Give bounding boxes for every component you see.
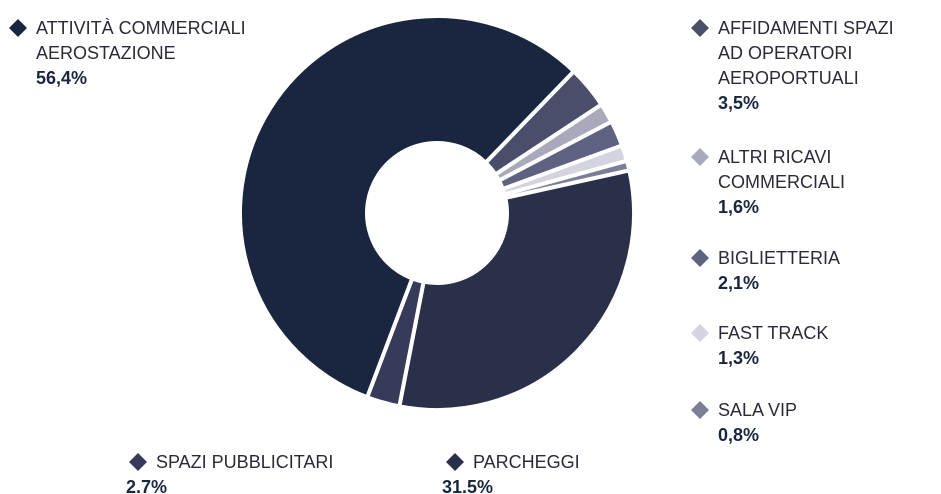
legend-marker	[691, 249, 709, 267]
value-label: 56,4%	[36, 68, 88, 88]
slice	[396, 168, 636, 412]
legend-label: ATTIVITÀ COMMERCIALI AEROSTAZIONE	[36, 18, 246, 63]
legend-marker	[9, 19, 27, 37]
value-label: 2,1%	[718, 273, 760, 293]
legend-label: FAST TRACK	[718, 323, 829, 343]
value-label: 3,5%	[718, 93, 760, 113]
legend-marker	[446, 453, 464, 471]
legend-marker	[129, 453, 147, 471]
value-label: 0,8%	[718, 425, 760, 445]
value-label: 1,6%	[718, 197, 760, 217]
legend-label: BIGLIETTERIA	[718, 248, 841, 268]
slice	[238, 14, 577, 400]
legend-label: PARCHEGGI	[473, 452, 580, 472]
legend-label: ALTRI RICAVI COMMERCIALI	[718, 147, 846, 192]
legend-marker	[691, 148, 709, 166]
legend-marker	[691, 401, 709, 419]
legend-marker	[691, 19, 709, 37]
value-label: 2.7%	[126, 477, 168, 494]
legend-marker	[691, 324, 709, 342]
legend-label: SPAZI PUBBLICITARI	[156, 452, 334, 472]
legend-label: AFFIDAMENTI SPAZI AD OPERATORI AEROPORTU…	[718, 18, 894, 88]
legend-label: SALA VIP	[718, 400, 798, 420]
value-label: 1,3%	[718, 348, 760, 368]
value-label: 31.5%	[442, 477, 494, 494]
